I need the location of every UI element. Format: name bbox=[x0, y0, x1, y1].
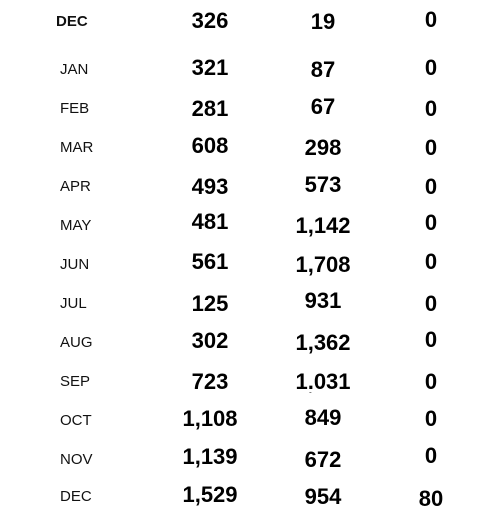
value-col-2: 573 bbox=[304, 172, 342, 197]
value-col-3: 0 bbox=[424, 291, 438, 316]
value-col-3: 0 bbox=[424, 406, 438, 431]
value-col-2: 87 bbox=[310, 57, 336, 82]
value-col-3: 0 bbox=[424, 249, 438, 274]
value-col-2: 954 bbox=[304, 484, 342, 509]
value-col-1: 125 bbox=[191, 291, 229, 316]
table-row: JUN 561 1,708 0 bbox=[0, 249, 497, 280]
table-row: AUG 302 1,362 0 bbox=[0, 327, 497, 358]
value-col-1: 302 bbox=[191, 328, 229, 353]
month-label: DEC bbox=[60, 488, 92, 505]
value-col-3: 0 bbox=[424, 443, 438, 468]
table-row: JAN 321 87 0 bbox=[0, 55, 497, 85]
value-col-1: 326 bbox=[191, 8, 229, 33]
table-row: FEB 281 67 0 bbox=[0, 94, 497, 124]
value-col-1: 1,529 bbox=[182, 482, 238, 507]
table-row: OCT 1,108 849 0 bbox=[0, 405, 497, 436]
value-col-2: 298 bbox=[304, 135, 342, 160]
month-label: DEC bbox=[56, 13, 88, 30]
value-col-1: 281 bbox=[191, 96, 229, 121]
value-col-3: 0 bbox=[424, 55, 438, 80]
month-label: AUG bbox=[60, 334, 93, 351]
value-col-2: 1,031 bbox=[295, 369, 351, 394]
value-col-2: 931 bbox=[304, 288, 342, 313]
table-row: MAY 481 1,142 0 bbox=[0, 209, 497, 241]
value-col-1: 493 bbox=[191, 174, 229, 199]
value-col-3: 0 bbox=[424, 210, 438, 235]
table-row: NOV 1,139 672 0 bbox=[0, 443, 497, 475]
value-col-2: 1,708 bbox=[295, 252, 351, 277]
value-col-2: 1,362 bbox=[295, 330, 351, 355]
value-col-1: 561 bbox=[191, 249, 229, 274]
scan-clip-band bbox=[0, 389, 497, 392]
value-col-1: 1,108 bbox=[182, 406, 238, 431]
value-col-3: 0 bbox=[424, 369, 438, 394]
month-label: OCT bbox=[60, 412, 92, 429]
value-col-3: 80 bbox=[418, 486, 444, 511]
value-col-1: 321 bbox=[191, 55, 229, 80]
value-col-2: 67 bbox=[310, 94, 336, 119]
value-col-2: 672 bbox=[304, 447, 342, 472]
month-label: JAN bbox=[60, 61, 89, 78]
value-col-1: 608 bbox=[191, 133, 229, 158]
month-label: NOV bbox=[60, 451, 93, 468]
table-row: APR 493 573 0 bbox=[0, 172, 497, 202]
value-col-3: 0 bbox=[424, 7, 438, 32]
value-col-3: 0 bbox=[424, 96, 438, 121]
value-col-2: 849 bbox=[304, 405, 342, 430]
month-label: APR bbox=[60, 178, 91, 195]
month-label: FEB bbox=[60, 100, 90, 117]
value-col-1: 481 bbox=[191, 209, 229, 234]
table-row: DEC 1,529 954 80 bbox=[0, 482, 497, 512]
value-col-3: 0 bbox=[424, 174, 438, 199]
table-row: DEC 326 19 0 bbox=[0, 7, 497, 37]
month-label: JUL bbox=[60, 295, 87, 312]
value-col-1: 1,139 bbox=[182, 444, 238, 469]
value-col-3: 0 bbox=[424, 135, 438, 160]
value-col-2: 19 bbox=[310, 9, 336, 34]
value-col-3: 0 bbox=[424, 327, 438, 352]
table-row: MAR 608 298 0 bbox=[0, 133, 497, 163]
month-label: MAR bbox=[60, 139, 94, 156]
table-row: SEP 723 1,031 0 bbox=[0, 367, 497, 397]
value-col-1: 723 bbox=[191, 369, 229, 394]
month-label: SEP bbox=[60, 373, 91, 390]
value-col-2: 1,142 bbox=[295, 213, 351, 238]
month-label: JUN bbox=[60, 256, 90, 273]
table-row: JUL 125 931 0 bbox=[0, 288, 497, 319]
month-label: MAY bbox=[60, 217, 92, 234]
